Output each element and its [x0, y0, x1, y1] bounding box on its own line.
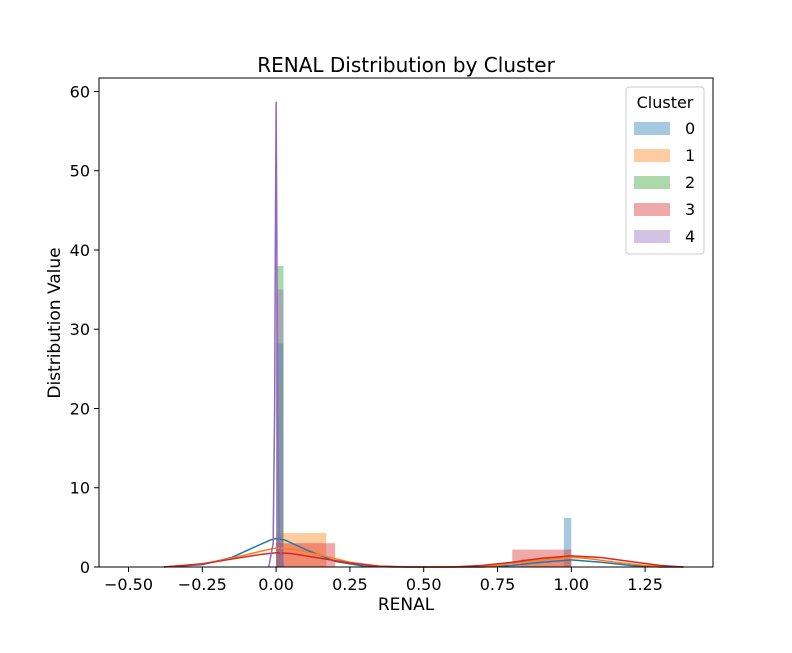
- x-tick-label: −0.25: [178, 575, 227, 594]
- x-tick-label: −0.50: [104, 575, 153, 594]
- kde-line-cluster-4: [268, 101, 285, 568]
- x-tick-label: 0.50: [406, 575, 442, 594]
- y-tick-label: 40: [70, 241, 90, 260]
- kde-line-cluster-0: [163, 537, 684, 568]
- legend-label-3: 3: [685, 200, 695, 219]
- y-tick-label: 0: [80, 558, 90, 577]
- y-axis-label: Distribution Value: [45, 247, 65, 398]
- plot-frame: [98, 77, 714, 568]
- kde-line-cluster-3: [163, 551, 684, 568]
- x-tick-label: 0.75: [480, 575, 516, 594]
- chart-title: RENAL Distribution by Cluster: [257, 53, 555, 77]
- legend: Cluster 0 1 2 3 4: [625, 86, 705, 255]
- legend-swatch-2: [634, 176, 670, 189]
- legend-label-2: 2: [685, 173, 695, 192]
- bar-cluster-1-1: [521, 559, 572, 567]
- bar-cluster-1-0: [276, 532, 327, 567]
- legend-swatch-0: [634, 122, 670, 135]
- x-axis-label: RENAL: [378, 595, 435, 615]
- x-tick-label: 1.25: [627, 575, 663, 594]
- y-tick-label: 30: [70, 320, 90, 339]
- bar-cluster-0-1: [563, 517, 572, 567]
- bar-cluster-0-0: [276, 343, 284, 567]
- legend-swatch-4: [634, 230, 670, 243]
- x-tick-label: 0.25: [332, 575, 368, 594]
- y-tick-label: 60: [70, 82, 90, 101]
- legend-swatch-3: [634, 203, 670, 216]
- legend-title: Cluster: [637, 93, 694, 112]
- legend-box: [625, 86, 705, 255]
- legend-swatch-1: [634, 149, 670, 162]
- x-tick-label: 1.00: [553, 575, 589, 594]
- legend-label-0: 0: [685, 119, 695, 138]
- bar-cluster-3-0: [276, 543, 336, 567]
- legend-label-4: 4: [685, 227, 695, 246]
- legend-label-1: 1: [685, 146, 695, 165]
- bar-cluster-4-0: [276, 289, 284, 567]
- y-tick-label: 20: [70, 399, 90, 418]
- bar-cluster-2-0: [276, 265, 284, 567]
- y-tick-label: 50: [70, 162, 90, 181]
- y-tick-label: 10: [70, 479, 90, 498]
- x-tick-label: 0.00: [258, 575, 294, 594]
